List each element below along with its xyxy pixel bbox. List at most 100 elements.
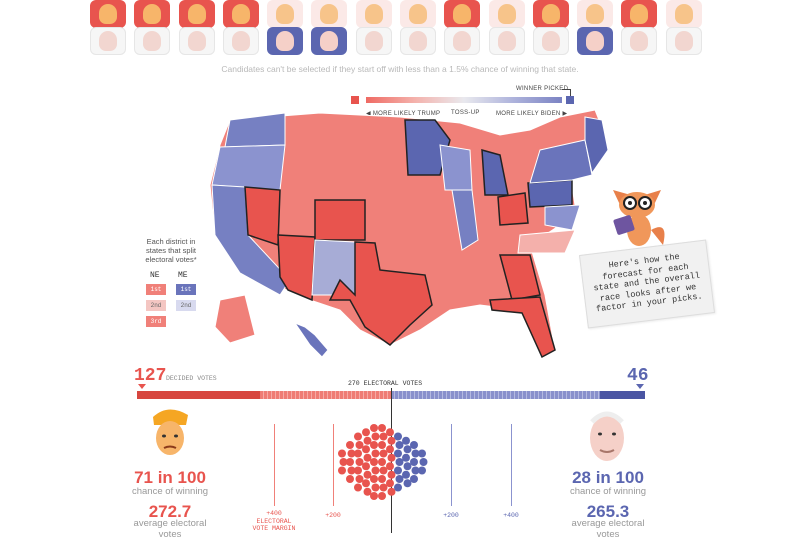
me-label: ME [178,271,188,280]
me-district-1[interactable]: 1st [176,284,196,295]
state-arizona [277,234,316,302]
trump-face-icon [497,4,516,24]
biden-lean-bar [391,391,600,399]
biden-pick-button-12[interactable] [577,27,614,55]
biden-face-icon [674,31,693,51]
margin-dot [418,449,426,458]
trump-pick-button-7[interactable] [355,0,392,28]
biden-pick-button-14[interactable] [665,27,702,55]
biden-pick-button-10[interactable] [488,27,525,55]
biden-pick-button-1[interactable] [90,27,126,55]
biden-pick-button-5[interactable] [267,27,304,55]
us-electoral-map [209,109,609,359]
likelihood-gradient [366,97,562,103]
biden-face-icon [231,31,250,51]
biden-decided-bar [600,391,645,399]
margin-dot [354,483,362,492]
margin-dot [371,432,380,441]
margin-dot [386,479,394,488]
margin-dot [347,449,356,458]
margin-dot [354,449,362,458]
center-270-label: 270 ELECTORAL VOTES [348,380,423,387]
more-likely-biden-label: MORE LIKELY BIDEN ▶ [496,111,568,117]
margin-dot [387,436,396,445]
margin-dot [370,492,378,500]
margin-dot [387,470,396,479]
biden-pick-button-9[interactable] [444,27,481,55]
axis-left200: +200 [325,512,341,519]
ne-district-2[interactable]: 2nd [146,300,166,311]
biden-pick-button-11[interactable] [532,27,569,55]
trump-face-icon [231,4,250,24]
margin-dot [371,466,380,475]
trump-pick-button-8[interactable] [399,0,436,28]
trump-pick-button-1[interactable] [90,0,126,28]
trump-pick-button-3[interactable] [178,0,215,28]
margin-dot [394,466,402,475]
margin-dot [362,445,370,454]
margin-dot [371,483,380,492]
axis-line-left400 [274,424,275,506]
state-alaska [214,294,256,344]
margin-dot [378,441,386,449]
biden-face-icon [364,31,383,51]
biden-avatar-icon [590,411,624,461]
state-new-england [584,116,609,175]
margin-dot [339,458,348,466]
state-oregon [211,144,286,191]
state-new-york [529,139,593,184]
state-north-carolina [517,229,576,254]
trump-pick-button-2[interactable] [134,0,171,28]
trump-odds-label: chance of winning [131,486,209,497]
biden-pick-button-8[interactable] [399,27,436,55]
margin-dot [410,441,418,449]
margin-dot [411,466,420,475]
biden-avg-ev-label: average electoral votes [571,518,645,540]
trump-pick-button-11[interactable] [532,0,569,28]
trump-pick-button-13[interactable] [621,0,658,28]
picker-note: Candidates can't be selected if they sta… [221,64,579,74]
trump-pick-button-10[interactable] [488,0,525,28]
trump-lean-bar [260,391,391,399]
biden-pick-button-2[interactable] [134,27,171,55]
margin-dot [362,479,370,488]
more-likely-trump-label: ◀ MORE LIKELY TRUMP [366,111,441,117]
margin-dot [379,466,388,475]
ne-district-1[interactable]: 1st [146,284,166,295]
winner-picked-arrow [562,89,571,96]
trump-decided-bar [137,391,260,399]
me-district-2[interactable]: 2nd [176,300,196,311]
margin-dot [410,458,418,466]
margin-dot [395,441,404,449]
ne-district-3[interactable]: 3rd [146,316,166,327]
biden-avg-ev: 265.3 [586,502,630,521]
biden-pick-button-13[interactable] [621,27,658,55]
margin-dot [363,470,372,479]
trump-pick-button-12[interactable] [577,0,614,28]
biden-pick-button-4[interactable] [222,27,259,55]
margin-dot [379,483,388,492]
biden-face-icon [541,31,560,51]
margin-dot [355,441,364,449]
margin-dot [411,449,420,458]
margin-dot [379,432,388,441]
biden-pick-button-7[interactable] [355,27,392,55]
margin-dot [354,466,362,475]
trump-face-icon [364,4,383,24]
trump-pick-button-4[interactable] [222,0,259,28]
state-washington [224,112,286,148]
margin-dot [346,458,354,466]
trump-picker-row [90,0,710,28]
trump-pick-button-5[interactable] [267,0,304,28]
margin-dot [402,453,410,462]
trump-face-icon [630,4,649,24]
decided-votes-label: DECIDED VOTES [166,375,217,382]
margin-dot [402,436,410,445]
biden-pick-button-3[interactable] [178,27,215,55]
trump-pick-button-9[interactable] [444,0,481,28]
biden-pick-button-6[interactable] [311,27,348,55]
margin-dot [419,458,428,466]
trump-pick-button-14[interactable] [665,0,702,28]
trump-avg-ev-label: average electoral votes [133,518,207,540]
trump-pick-button-6[interactable] [311,0,348,28]
